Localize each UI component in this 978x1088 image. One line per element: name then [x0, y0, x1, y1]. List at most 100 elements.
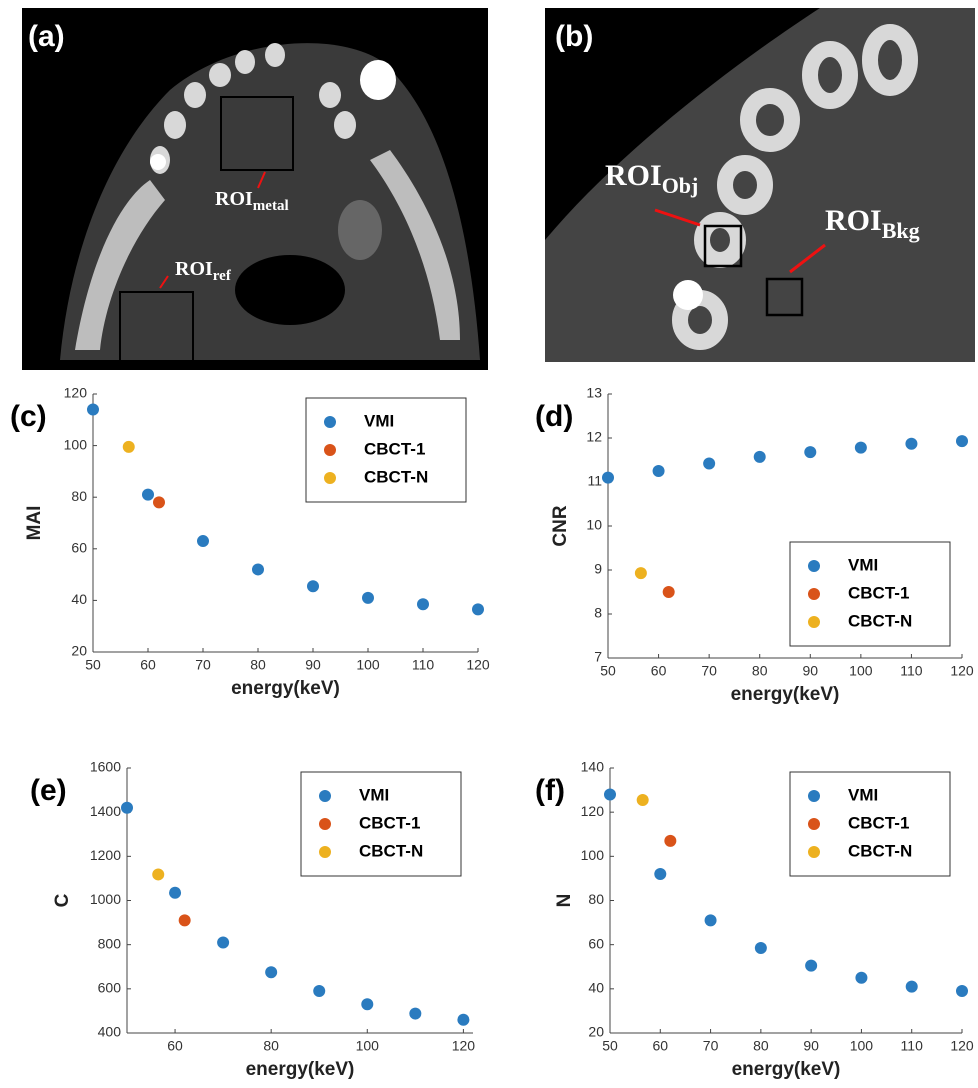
- x-tick-label: 50: [600, 663, 616, 679]
- point: [123, 441, 135, 453]
- x-tick-label: 60: [651, 663, 667, 679]
- y-tick-label: 1400: [90, 803, 121, 819]
- panel-label: (b): [555, 20, 593, 53]
- x-tick-label: 90: [802, 663, 818, 679]
- y-tick-label: 60: [71, 540, 87, 556]
- point: [754, 451, 766, 463]
- x-axis-label: energy(keV): [731, 684, 840, 705]
- x-tick-label: 120: [950, 1038, 974, 1054]
- roi-main: ROI: [605, 159, 662, 192]
- y-tick-label: 11: [587, 473, 602, 489]
- y-tick-label: 13: [586, 385, 602, 401]
- x-tick-label: 100: [850, 1038, 874, 1054]
- legend-label: VMI: [848, 785, 878, 804]
- point: [313, 985, 325, 997]
- x-tick-label: 110: [412, 657, 435, 673]
- figure: (a) ROImetal ROIref (b) ROIObj ROIBkg (c…: [0, 0, 978, 1088]
- legend-marker: [808, 560, 820, 572]
- point: [905, 438, 917, 450]
- y-tick-label: 60: [588, 935, 604, 951]
- point: [307, 580, 319, 592]
- panel-label: (c): [10, 400, 47, 433]
- y-tick-label: 120: [581, 803, 605, 819]
- y-tick-label: 8: [594, 605, 602, 621]
- point: [197, 535, 209, 547]
- x-tick-label: 60: [167, 1038, 183, 1054]
- point: [472, 603, 484, 615]
- y-axis-label: N: [554, 894, 575, 908]
- x-tick-label: 100: [849, 663, 873, 679]
- x-tick-label: 50: [85, 657, 101, 673]
- point: [604, 789, 616, 801]
- y-tick-label: 9: [594, 561, 602, 577]
- y-tick-label: 140: [581, 759, 605, 775]
- point: [855, 972, 867, 984]
- y-tick-label: 10: [586, 517, 602, 533]
- legend-label: CBCT-1: [848, 813, 909, 832]
- y-tick-label: 80: [588, 891, 604, 907]
- x-tick-label: 90: [803, 1038, 819, 1054]
- point: [361, 998, 373, 1010]
- legend-label: CBCT-N: [848, 611, 912, 630]
- x-tick-label: 120: [950, 663, 974, 679]
- roi-sub: ref: [213, 268, 232, 284]
- y-tick-label: 20: [71, 643, 87, 659]
- roi-main: ROI: [175, 258, 213, 280]
- legend-label: VMI: [359, 785, 389, 804]
- y-tick-label: 1200: [90, 847, 121, 863]
- point: [87, 403, 99, 415]
- ct-image-a: (a) ROImetal ROIref: [22, 8, 488, 370]
- legend-marker: [319, 846, 331, 858]
- legend-marker: [808, 846, 820, 858]
- y-tick-label: 800: [98, 935, 122, 951]
- legend-marker: [324, 472, 336, 484]
- x-tick-label: 110: [901, 1038, 924, 1054]
- point: [217, 936, 229, 948]
- x-tick-label: 110: [900, 663, 923, 679]
- roi-sub: Bkg: [882, 218, 920, 243]
- y-tick-label: 400: [98, 1024, 122, 1040]
- y-tick-label: 40: [588, 980, 604, 996]
- x-tick-label: 70: [195, 657, 211, 673]
- point: [457, 1014, 469, 1026]
- x-tick-label: 50: [602, 1038, 618, 1054]
- point: [956, 985, 968, 997]
- x-axis-label: energy(keV): [231, 678, 340, 699]
- point: [169, 887, 181, 899]
- roi-main: ROI: [215, 188, 253, 210]
- legend-label: CBCT-1: [848, 583, 909, 602]
- x-tick-label: 80: [753, 1038, 769, 1054]
- point: [804, 446, 816, 458]
- legend-marker: [319, 790, 331, 802]
- point: [409, 1008, 421, 1020]
- point: [152, 868, 164, 880]
- y-tick-label: 100: [64, 436, 88, 452]
- y-tick-label: 40: [71, 591, 87, 607]
- panel-label: (e): [30, 774, 67, 807]
- point: [956, 435, 968, 447]
- point: [637, 794, 649, 806]
- y-tick-label: 12: [586, 429, 602, 445]
- point: [417, 598, 429, 610]
- x-tick-label: 60: [652, 1038, 668, 1054]
- point: [635, 567, 647, 579]
- point: [755, 942, 767, 954]
- point: [153, 496, 165, 508]
- x-tick-label: 90: [305, 657, 321, 673]
- point: [602, 472, 614, 484]
- legend-label: VMI: [364, 411, 394, 430]
- y-tick-label: 1000: [90, 891, 121, 907]
- legend-label: VMI: [848, 555, 878, 574]
- legend-marker: [319, 818, 331, 830]
- x-tick-label: 70: [701, 663, 717, 679]
- legend-marker: [324, 416, 336, 428]
- x-tick-label: 80: [250, 657, 266, 673]
- panel-label: (a): [28, 20, 65, 53]
- x-tick-label: 120: [466, 657, 490, 673]
- legend-label: CBCT-1: [359, 813, 420, 832]
- legend-marker: [808, 790, 820, 802]
- point: [906, 981, 918, 993]
- legend-label: CBCT-N: [359, 841, 423, 860]
- x-tick-label: 100: [356, 657, 380, 673]
- y-tick-label: 20: [588, 1024, 604, 1040]
